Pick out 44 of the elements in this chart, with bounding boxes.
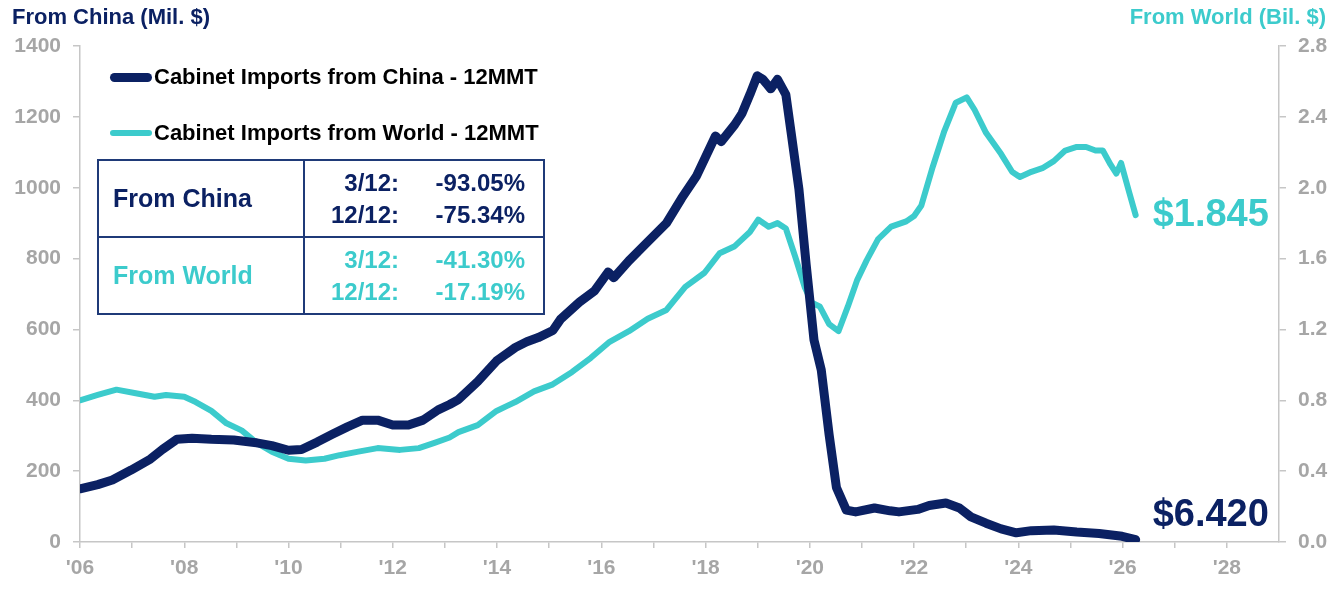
legend-label: Cabinet Imports from World - 12MMT	[154, 120, 539, 146]
y-tick-label: 1400	[14, 32, 61, 56]
annotation: 12/12:	[329, 199, 399, 230]
y2-tick-label: 2.8	[1298, 32, 1328, 56]
y-tick-label: 600	[25, 316, 61, 340]
x-tick-label: '24	[1004, 555, 1033, 579]
y2-tick-label: 0.8	[1298, 387, 1328, 411]
annotation: -93.05%	[434, 167, 525, 198]
y-tick-label: 1000	[14, 174, 61, 198]
y-axis-title: From China (Mil. $)	[12, 4, 210, 29]
y2-tick-label: 0.4	[1298, 457, 1328, 481]
annotation: 12/12:	[329, 276, 399, 307]
y-tick-label: 400	[25, 387, 61, 411]
annotation: -75.34%	[434, 199, 525, 230]
annotation: 3/12:	[343, 167, 399, 198]
x-tick-label: '28	[1212, 555, 1242, 579]
y2-tick-label: 2.4	[1298, 103, 1328, 127]
y-tick-label: 200	[25, 457, 61, 481]
x-tick-label: '16	[587, 555, 616, 579]
legend-label: Cabinet Imports from China - 12MMT	[154, 64, 538, 90]
data-label: $1.845	[1152, 191, 1269, 234]
x-tick-label: '14	[482, 555, 512, 579]
x-tick-label: '18	[691, 555, 721, 579]
annotation: 3/12:	[343, 244, 399, 275]
y2-tick-label: 1.6	[1298, 245, 1328, 269]
x-tick-label: '20	[795, 555, 825, 579]
y-tick-label: 0	[49, 528, 61, 552]
x-tick-label: '26	[1108, 555, 1137, 579]
y2-axis-title: From World (Bil. $)	[1129, 4, 1326, 29]
annotation: From China	[98, 160, 304, 237]
y2-tick-label: 0.0	[1298, 528, 1328, 552]
data-label: $6.420	[1152, 492, 1269, 535]
x-tick-label: '10	[274, 555, 303, 579]
x-tick-label: '12	[378, 555, 407, 579]
x-tick-label: '08	[170, 555, 199, 579]
annotation: -17.19%	[434, 276, 525, 307]
y2-tick-label: 1.2	[1298, 316, 1328, 340]
annotation: From World	[98, 237, 304, 314]
annotation: -41.30%	[434, 244, 525, 275]
x-tick-label: '06	[65, 555, 95, 579]
y-tick-label: 1200	[14, 103, 61, 127]
x-tick-label: '22	[899, 555, 929, 579]
y-tick-label: 800	[25, 245, 61, 269]
y2-tick-label: 2.0	[1298, 174, 1328, 198]
